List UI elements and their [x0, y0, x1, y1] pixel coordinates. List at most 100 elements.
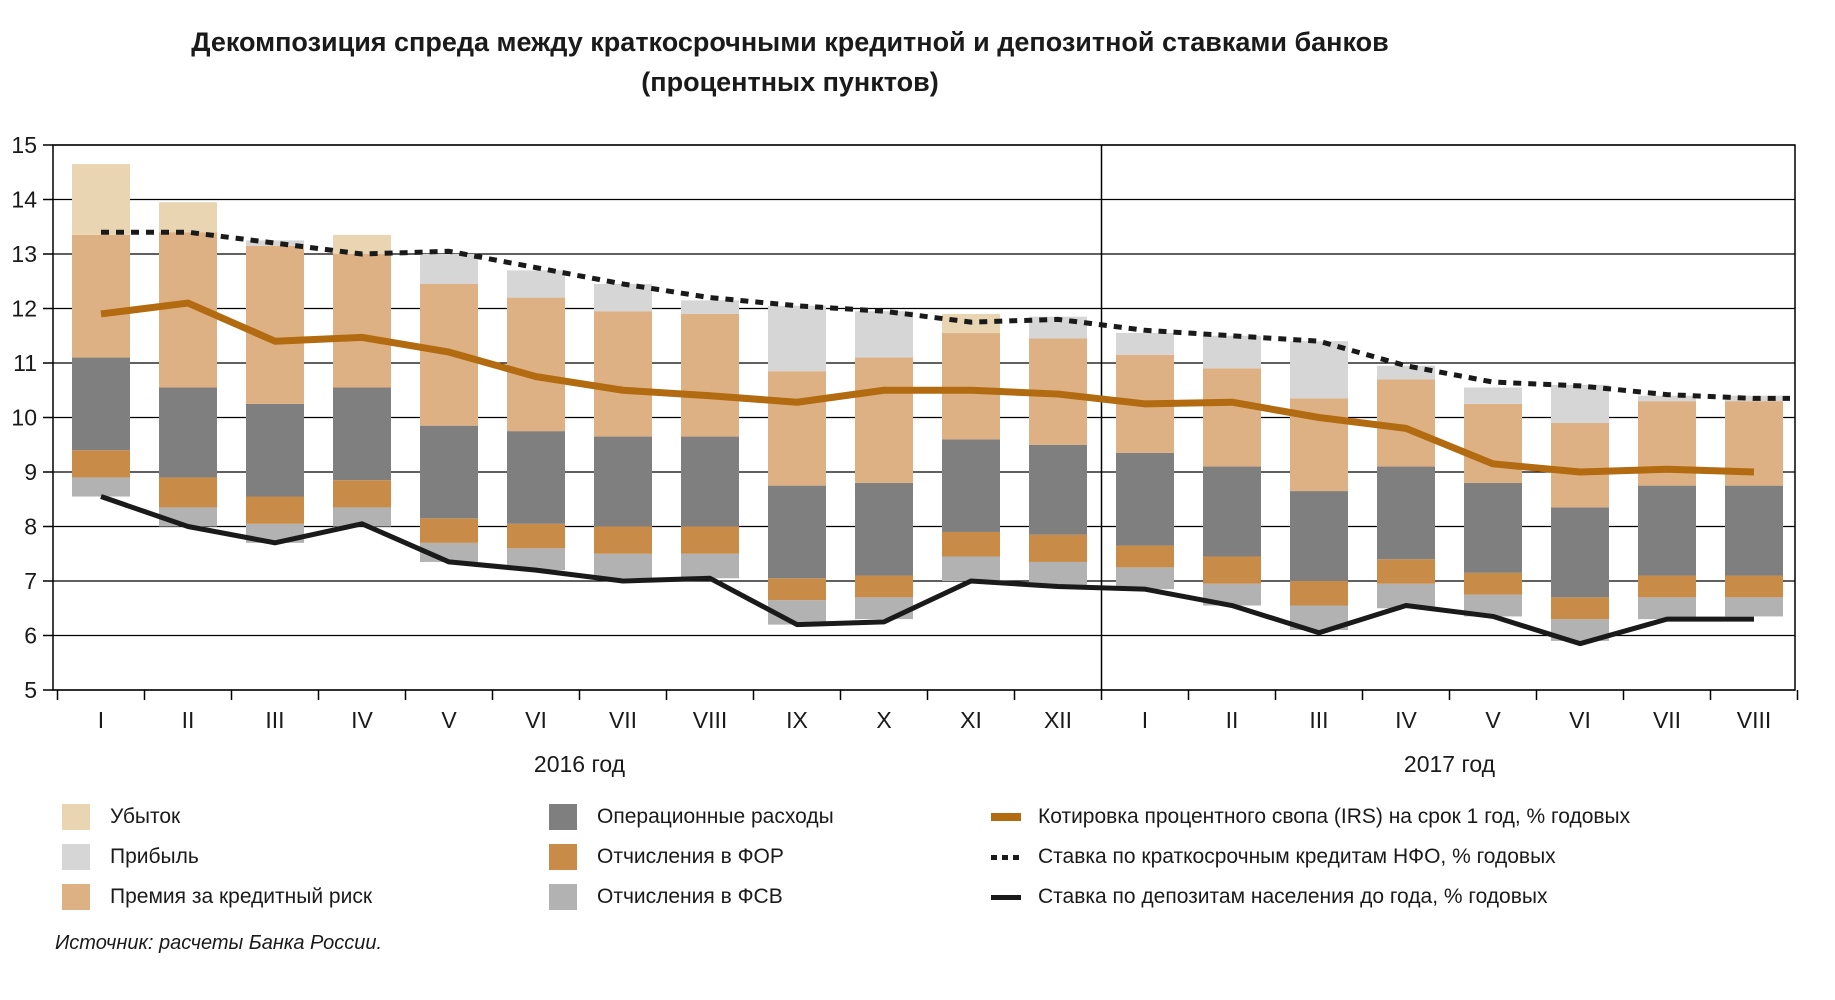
- y-tick-label-15: 15: [11, 132, 37, 158]
- x-month-label-2017-V: V: [1485, 707, 1501, 733]
- bar-segment-fsv-2017-VIII: [1725, 597, 1783, 617]
- bar-segment-opex-2016-V: [420, 425, 478, 519]
- bar-segment-for-2016-V: [420, 518, 478, 543]
- bar-segment-premium-2017-II: [1203, 368, 1261, 467]
- bar-segment-opex-2017-I: [1116, 452, 1174, 546]
- bar-segment-for-2016-I: [72, 450, 130, 478]
- bar-segment-profit-2017-III: [1290, 341, 1348, 399]
- bar-segment-for-2016-IV: [333, 480, 391, 508]
- y-tick-label-10: 10: [11, 405, 37, 431]
- y-tick-label-12: 12: [11, 296, 37, 322]
- bar-segment-profit-2017-VII: [1638, 395, 1696, 402]
- bar-segment-fsv-2016-X: [855, 597, 913, 620]
- bar-segment-opex-2016-IX: [768, 485, 826, 579]
- bar-segment-profit-2016-III: [246, 240, 304, 246]
- chart-title-line2: (процентных пунктов): [641, 67, 939, 97]
- x-month-label-2016-I: I: [98, 707, 104, 733]
- bar-segment-opex-2017-VIII: [1725, 485, 1783, 576]
- y-tick-label-7: 7: [24, 568, 37, 594]
- bar-segment-opex-2016-VI: [507, 431, 565, 524]
- bar-segment-opex-2016-VIII: [681, 436, 739, 527]
- bar-segment-premium-2017-V: [1464, 403, 1522, 483]
- bar-segment-for-2016-III: [246, 496, 304, 524]
- bar-segment-for-2016-VI: [507, 523, 565, 549]
- y-tick-label-5: 5: [24, 677, 37, 703]
- bar-segment-for-2017-VIII: [1725, 575, 1783, 598]
- y-tick-label-13: 13: [11, 241, 37, 267]
- bar-segment-fsv-2016-XI: [942, 556, 1000, 581]
- bar-segment-premium-2016-XI: [942, 333, 1000, 440]
- bar-segment-profit-2016-VIII: [681, 300, 739, 314]
- bar-segment-premium-2016-X: [855, 357, 913, 483]
- x-month-label-2016-XI: XI: [960, 707, 982, 733]
- bar-segment-loss-2016-II: [159, 202, 217, 233]
- bar-segment-fsv-2017-V: [1464, 594, 1522, 617]
- bar-segment-premium-2016-VIII: [681, 313, 739, 437]
- irs-line: [100, 299, 1755, 476]
- bar-segment-for-2016-IX: [768, 578, 826, 601]
- x-month-label-2016-IV: IV: [351, 707, 373, 733]
- y-tick-label-9: 9: [24, 459, 37, 485]
- bar-segment-for-2016-VIII: [681, 526, 739, 554]
- x-month-label-2017-I: I: [1142, 707, 1148, 733]
- x-month-label-2016-III: III: [265, 707, 284, 733]
- bar-segment-for-2016-II: [159, 477, 217, 508]
- bar-segment-for-2017-V: [1464, 572, 1522, 595]
- bar-segment-opex-2016-VII: [594, 436, 652, 527]
- x-month-label-2016-XII: XII: [1044, 707, 1072, 733]
- bar-segment-for-2017-I: [1116, 545, 1174, 568]
- bar-segment-for-2017-II: [1203, 556, 1261, 584]
- x-month-label-2017-II: II: [1226, 707, 1239, 733]
- bar-segment-for-2017-III: [1290, 581, 1348, 606]
- bar-segment-opex-2016-X: [855, 482, 913, 576]
- bar-segment-profit-2016-VI: [507, 270, 565, 298]
- bar-segment-opex-2016-I: [72, 357, 130, 451]
- bar-segment-fsv-2017-VII: [1638, 597, 1696, 620]
- bar-segment-profit-2017-V: [1464, 387, 1522, 404]
- bar-segment-fsv-2017-II: [1203, 583, 1261, 606]
- bar-segment-fsv-2017-VI: [1551, 619, 1609, 641]
- bar-segment-fsv-2016-VIII: [681, 553, 739, 579]
- bar-segment-opex-2016-II: [159, 387, 217, 478]
- bar-segment-fsv-2017-I: [1116, 567, 1174, 590]
- y-tick-label-6: 6: [24, 623, 37, 649]
- x-month-label-2017-VIII: VIII: [1737, 707, 1772, 733]
- bar-segment-opex-2016-IV: [333, 387, 391, 481]
- bar-segment-fsv-2016-IV: [333, 507, 391, 527]
- source-note: Источник: расчеты Банка России.: [55, 932, 383, 954]
- x-year-label-2017: 2017 год: [1404, 751, 1496, 777]
- bar-segment-opex-2016-XII: [1029, 444, 1087, 535]
- bar-segment-premium-2016-IV: [333, 254, 391, 388]
- bar-segment-for-2017-IV: [1377, 559, 1435, 584]
- bar-segment-opex-2017-V: [1464, 482, 1522, 573]
- x-month-label-2017-VII: VII: [1653, 707, 1681, 733]
- bar-segment-profit-2017-IV: [1377, 365, 1435, 380]
- bar-segment-for-2016-X: [855, 575, 913, 598]
- bar-segment-profit-2016-X: [855, 311, 913, 358]
- bar-segment-for-2017-VI: [1551, 597, 1609, 620]
- x-month-label-2017-VI: VI: [1569, 707, 1591, 733]
- x-month-label-2016-V: V: [441, 707, 457, 733]
- y-tick-label-11: 11: [13, 350, 37, 376]
- x-month-label-2017-IV: IV: [1395, 707, 1417, 733]
- bar-segment-for-2016-XI: [942, 531, 1000, 557]
- bar-segment-premium-2017-VI: [1551, 422, 1609, 508]
- bar-segment-premium-2016-I: [72, 234, 130, 358]
- x-month-label-2016-IX: IX: [786, 707, 808, 733]
- bar-segment-for-2017-VII: [1638, 575, 1696, 598]
- chart-title-line1: Декомпозиция спреда между краткосрочными…: [191, 27, 1389, 57]
- x-month-label-2016-II: II: [182, 707, 195, 733]
- bar-segment-loss-2016-IV: [333, 234, 391, 254]
- bar-segment-opex-2017-III: [1290, 491, 1348, 581]
- bar-segment-profit-2016-V: [420, 254, 478, 284]
- bar-segment-loss-2016-I: [72, 164, 130, 235]
- bar-segment-profit-2016-IX: [768, 305, 826, 372]
- x-year-label-2016: 2016 год: [534, 751, 626, 777]
- bar-segment-fsv-2016-I: [72, 477, 130, 497]
- bar-segment-fsv-2016-VI: [507, 548, 565, 571]
- bar-segment-fsv-2016-XII: [1029, 561, 1087, 587]
- bar-segment-premium-2016-III: [246, 245, 304, 404]
- bar-segment-premium-2016-IX: [768, 371, 826, 486]
- bar-segment-premium-2016-VII: [594, 311, 652, 437]
